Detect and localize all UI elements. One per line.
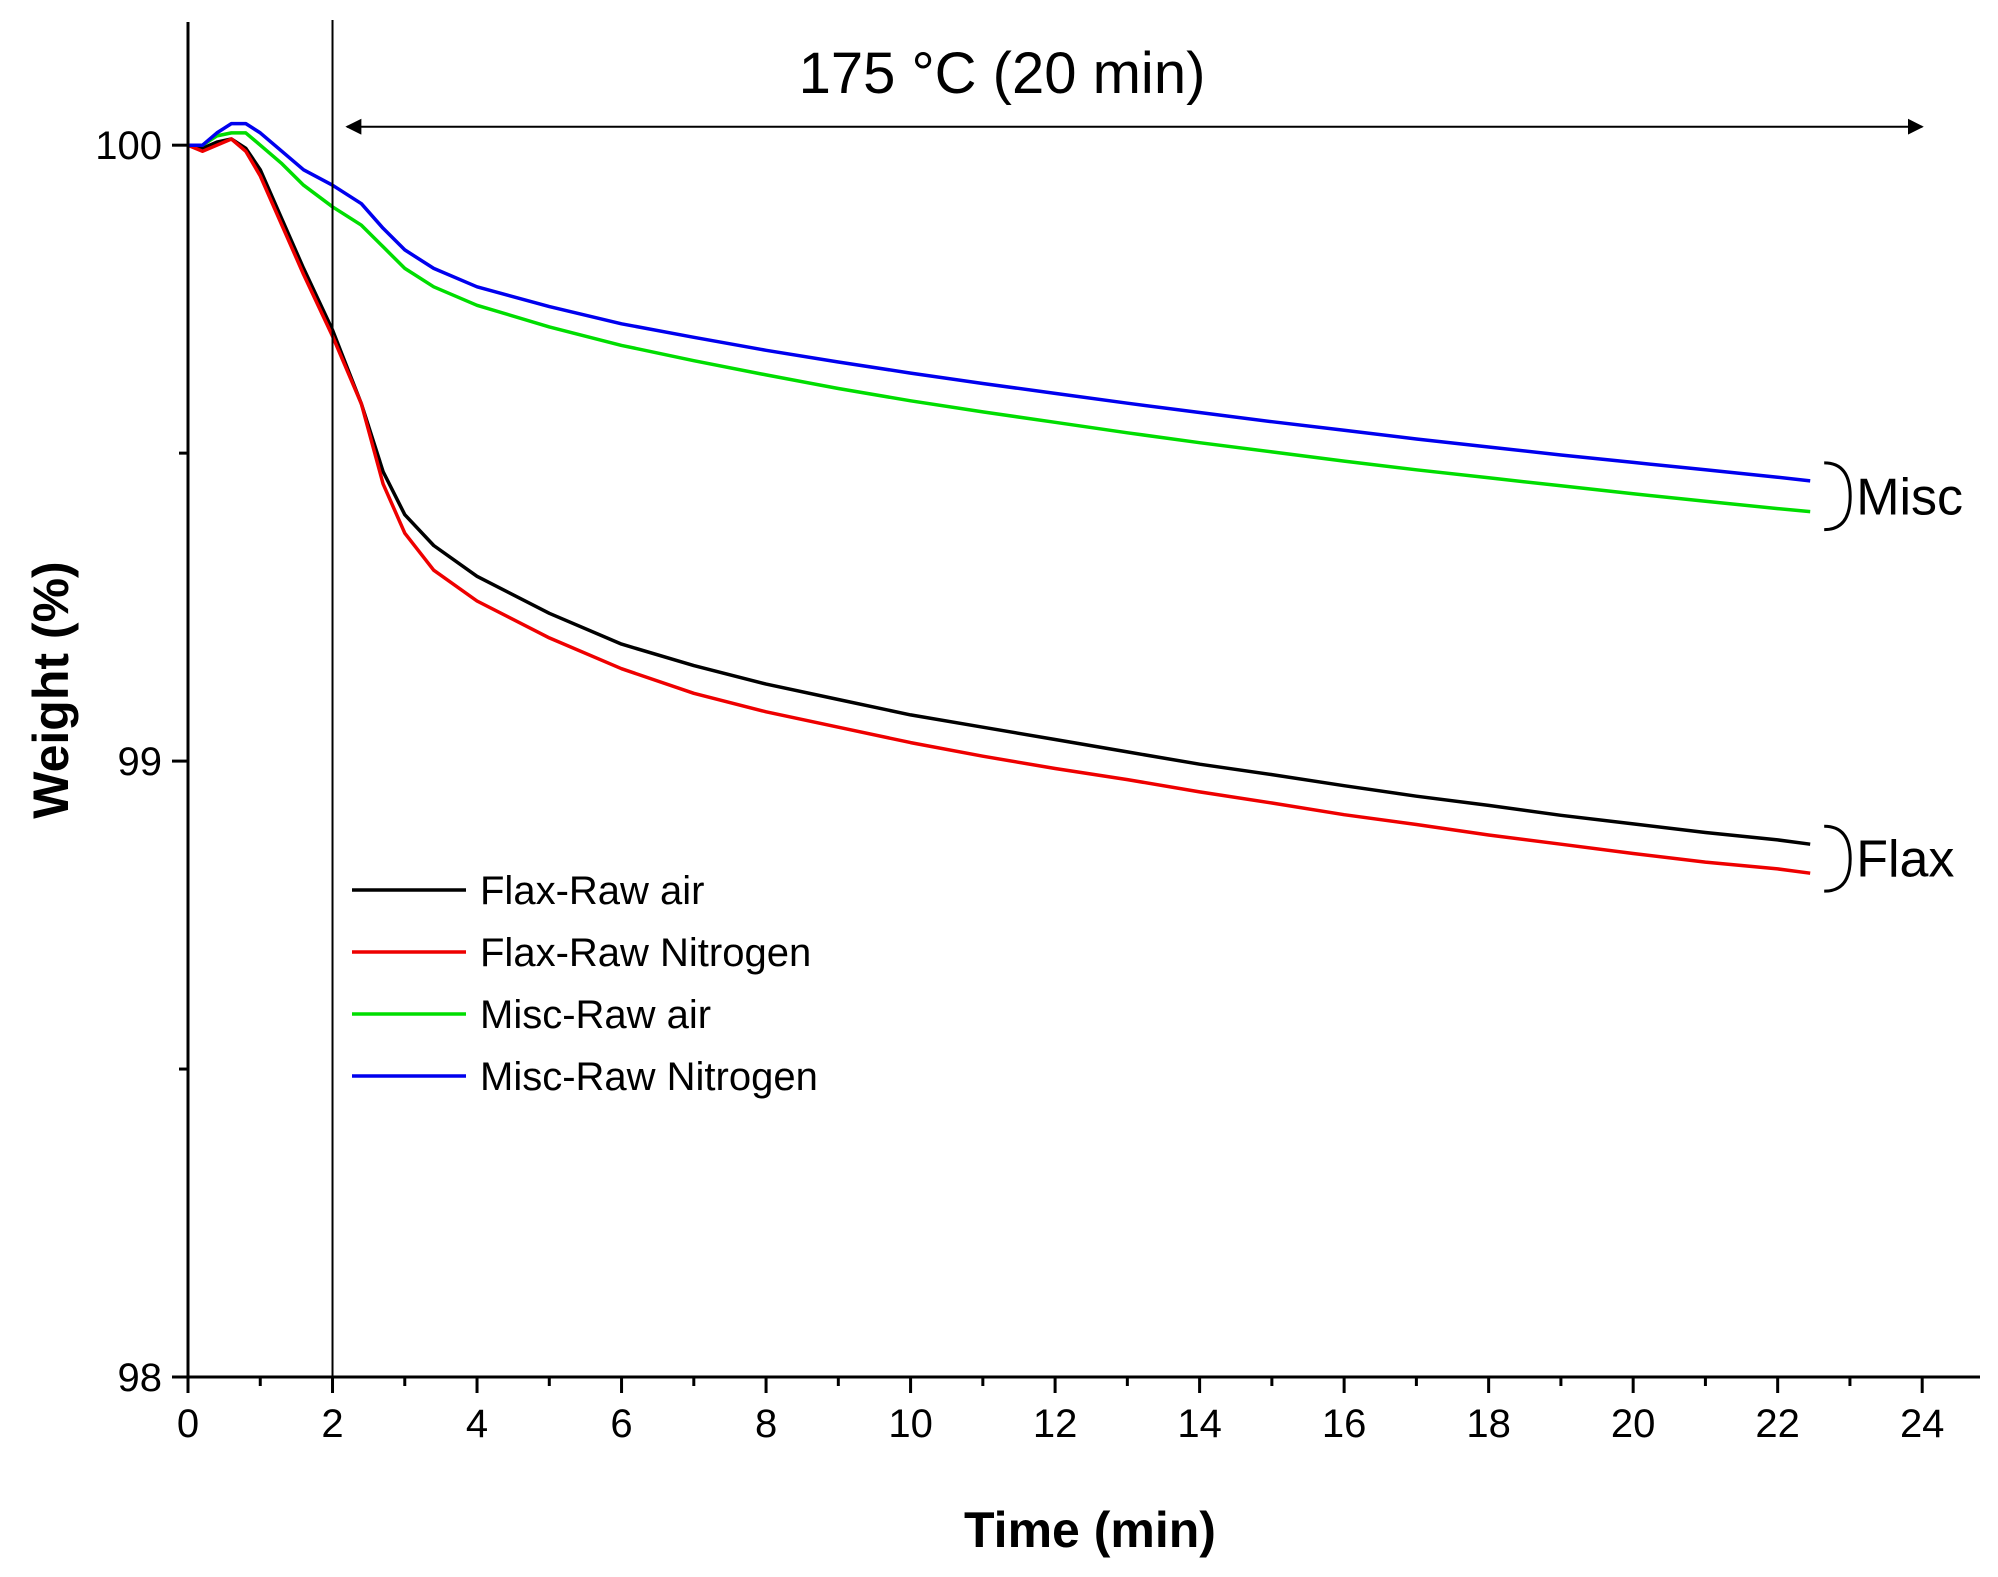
x-tick-label: 12: [1033, 1402, 1078, 1446]
legend-label-misc-raw-nitrogen: Misc-Raw Nitrogen: [480, 1055, 818, 1099]
x-tick-label: 14: [1177, 1402, 1222, 1446]
y-tick-label: 98: [118, 1356, 163, 1400]
x-tick-label: 8: [755, 1402, 777, 1446]
x-tick-label: 18: [1466, 1402, 1511, 1446]
x-tick-label: 10: [888, 1402, 933, 1446]
y-tick-label: 99: [118, 740, 163, 784]
legend-label-misc-raw-air: Misc-Raw air: [480, 993, 711, 1037]
series-line-flax-raw-nitrogen: [187, 137, 1811, 875]
legend: Flax-Raw air Flax-Raw Nitrogen Misc-Raw ai…: [352, 869, 818, 1099]
legend-label-flax-raw-air: Flax-Raw air: [480, 869, 704, 913]
group-label-flax: Flax: [1856, 831, 1954, 889]
y-axis-title: Weight (%): [23, 561, 79, 818]
x-tick-label: 2: [321, 1402, 343, 1446]
group-bracket-flax: [1824, 824, 1852, 893]
group-bracket-misc: [1824, 461, 1852, 532]
series-line-misc-raw-nitrogen: [188, 121, 1811, 483]
x-tick-label: 24: [1900, 1402, 1945, 1446]
x-tick-label: 6: [610, 1402, 632, 1446]
y-tick-label: 100: [95, 124, 162, 168]
annotations: Misc Flax: [331, 20, 1963, 1377]
legend-label-flax-raw-nitrogen: Flax-Raw Nitrogen: [480, 931, 811, 975]
x-tick-label: 22: [1755, 1402, 1800, 1446]
x-tick-label: 20: [1611, 1402, 1656, 1446]
plot-area: [187, 121, 1811, 875]
series-line-misc-raw-air: [188, 131, 1811, 514]
series-line-flax-raw-air: [187, 137, 1811, 846]
x-tick-label: 0: [177, 1402, 199, 1446]
x-tick-label: 16: [1322, 1402, 1367, 1446]
group-label-misc: Misc: [1856, 468, 1963, 526]
x-tick-label: 4: [466, 1402, 488, 1446]
x-axis-title: Time (min): [964, 1502, 1216, 1558]
temperature-annotation: 175 °C (20 min): [799, 41, 1206, 106]
